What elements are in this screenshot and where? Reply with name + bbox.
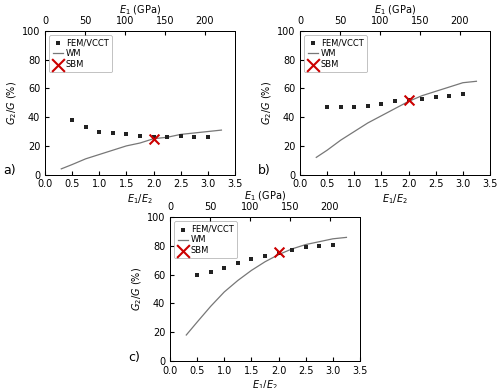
FEM/VCCT <box>446 92 454 99</box>
Legend: FEM/VCCT, WM, SBM: FEM/VCCT, WM, SBM <box>304 35 367 72</box>
WM <box>302 242 308 247</box>
SBM <box>150 135 158 142</box>
WM <box>378 113 384 118</box>
WM <box>365 121 371 125</box>
FEM/VCCT <box>378 101 386 107</box>
WM <box>96 152 102 157</box>
Legend: FEM/VCCT, WM, SBM: FEM/VCCT, WM, SBM <box>49 35 112 72</box>
Text: c): c) <box>128 351 140 364</box>
WM <box>276 252 281 257</box>
WM <box>432 89 438 94</box>
FEM/VCCT <box>150 134 158 140</box>
WM <box>352 129 358 134</box>
WM <box>446 85 452 89</box>
WM <box>316 239 322 244</box>
FEM/VCCT <box>274 250 282 256</box>
FEM/VCCT <box>302 244 310 251</box>
Y-axis label: $G_2/G$ (%): $G_2/G$ (%) <box>260 81 274 125</box>
FEM/VCCT <box>122 131 130 137</box>
FEM/VCCT <box>364 102 372 109</box>
SBM <box>274 249 282 255</box>
WM <box>392 106 398 111</box>
X-axis label: $E_1/E_2$: $E_1/E_2$ <box>252 378 278 388</box>
WM <box>69 162 75 167</box>
FEM/VCCT <box>193 272 201 278</box>
FEM/VCCT <box>288 247 296 253</box>
WM <box>82 156 88 161</box>
X-axis label: $E_1$ (GPa): $E_1$ (GPa) <box>244 190 286 203</box>
WM <box>289 246 295 251</box>
WM <box>150 136 156 141</box>
X-axis label: $E_1/E_2$: $E_1/E_2$ <box>127 192 153 206</box>
FEM/VCCT <box>190 134 198 140</box>
WM <box>192 131 198 135</box>
FEM/VCCT <box>204 134 212 140</box>
WM <box>324 148 330 152</box>
SBM <box>404 97 412 103</box>
FEM/VCCT <box>82 124 90 130</box>
WM <box>474 79 480 83</box>
FEM/VCCT <box>459 91 467 97</box>
WM <box>205 129 211 134</box>
WM <box>110 148 116 152</box>
FEM/VCCT <box>336 104 344 110</box>
Line: WM: WM <box>316 81 476 158</box>
FEM/VCCT <box>136 133 144 139</box>
WM <box>58 166 64 171</box>
FEM/VCCT <box>206 269 214 275</box>
Y-axis label: $G_2/G$ (%): $G_2/G$ (%) <box>6 81 19 125</box>
WM <box>178 132 184 137</box>
FEM/VCCT <box>323 104 331 110</box>
FEM/VCCT <box>176 133 184 139</box>
WM <box>460 80 466 85</box>
WM <box>248 268 254 273</box>
WM <box>344 235 349 240</box>
Y-axis label: $G_2/G$ (%): $G_2/G$ (%) <box>130 267 144 311</box>
FEM/VCCT <box>261 253 269 259</box>
WM <box>262 260 268 264</box>
Text: b): b) <box>258 165 271 177</box>
Text: a): a) <box>3 165 16 177</box>
FEM/VCCT <box>220 265 228 271</box>
X-axis label: $E_1$ (GPa): $E_1$ (GPa) <box>374 3 416 17</box>
WM <box>338 138 344 142</box>
FEM/VCCT <box>109 130 117 136</box>
FEM/VCCT <box>316 243 324 249</box>
WM <box>406 99 411 104</box>
Line: WM: WM <box>186 237 346 335</box>
FEM/VCCT <box>68 117 76 123</box>
WM <box>330 236 336 241</box>
WM <box>184 333 190 337</box>
FEM/VCCT <box>350 104 358 110</box>
WM <box>164 135 170 140</box>
Legend: FEM/VCCT, WM, SBM: FEM/VCCT, WM, SBM <box>174 222 237 258</box>
WM <box>235 278 241 283</box>
FEM/VCCT <box>96 128 104 135</box>
WM <box>222 289 228 294</box>
FEM/VCCT <box>248 256 256 262</box>
X-axis label: $E_1$ (GPa): $E_1$ (GPa) <box>119 3 161 17</box>
FEM/VCCT <box>432 94 440 100</box>
WM <box>137 141 143 146</box>
WM <box>194 320 200 324</box>
WM <box>419 93 425 98</box>
X-axis label: $E_1/E_2$: $E_1/E_2$ <box>382 192 408 206</box>
FEM/VCCT <box>404 97 412 103</box>
WM <box>208 304 214 308</box>
WM <box>124 144 130 148</box>
FEM/VCCT <box>391 98 399 104</box>
Line: WM: WM <box>62 130 222 169</box>
WM <box>218 128 224 132</box>
WM <box>314 155 320 160</box>
FEM/VCCT <box>163 134 171 140</box>
FEM/VCCT <box>234 260 242 266</box>
FEM/VCCT <box>329 241 337 248</box>
FEM/VCCT <box>418 95 426 102</box>
